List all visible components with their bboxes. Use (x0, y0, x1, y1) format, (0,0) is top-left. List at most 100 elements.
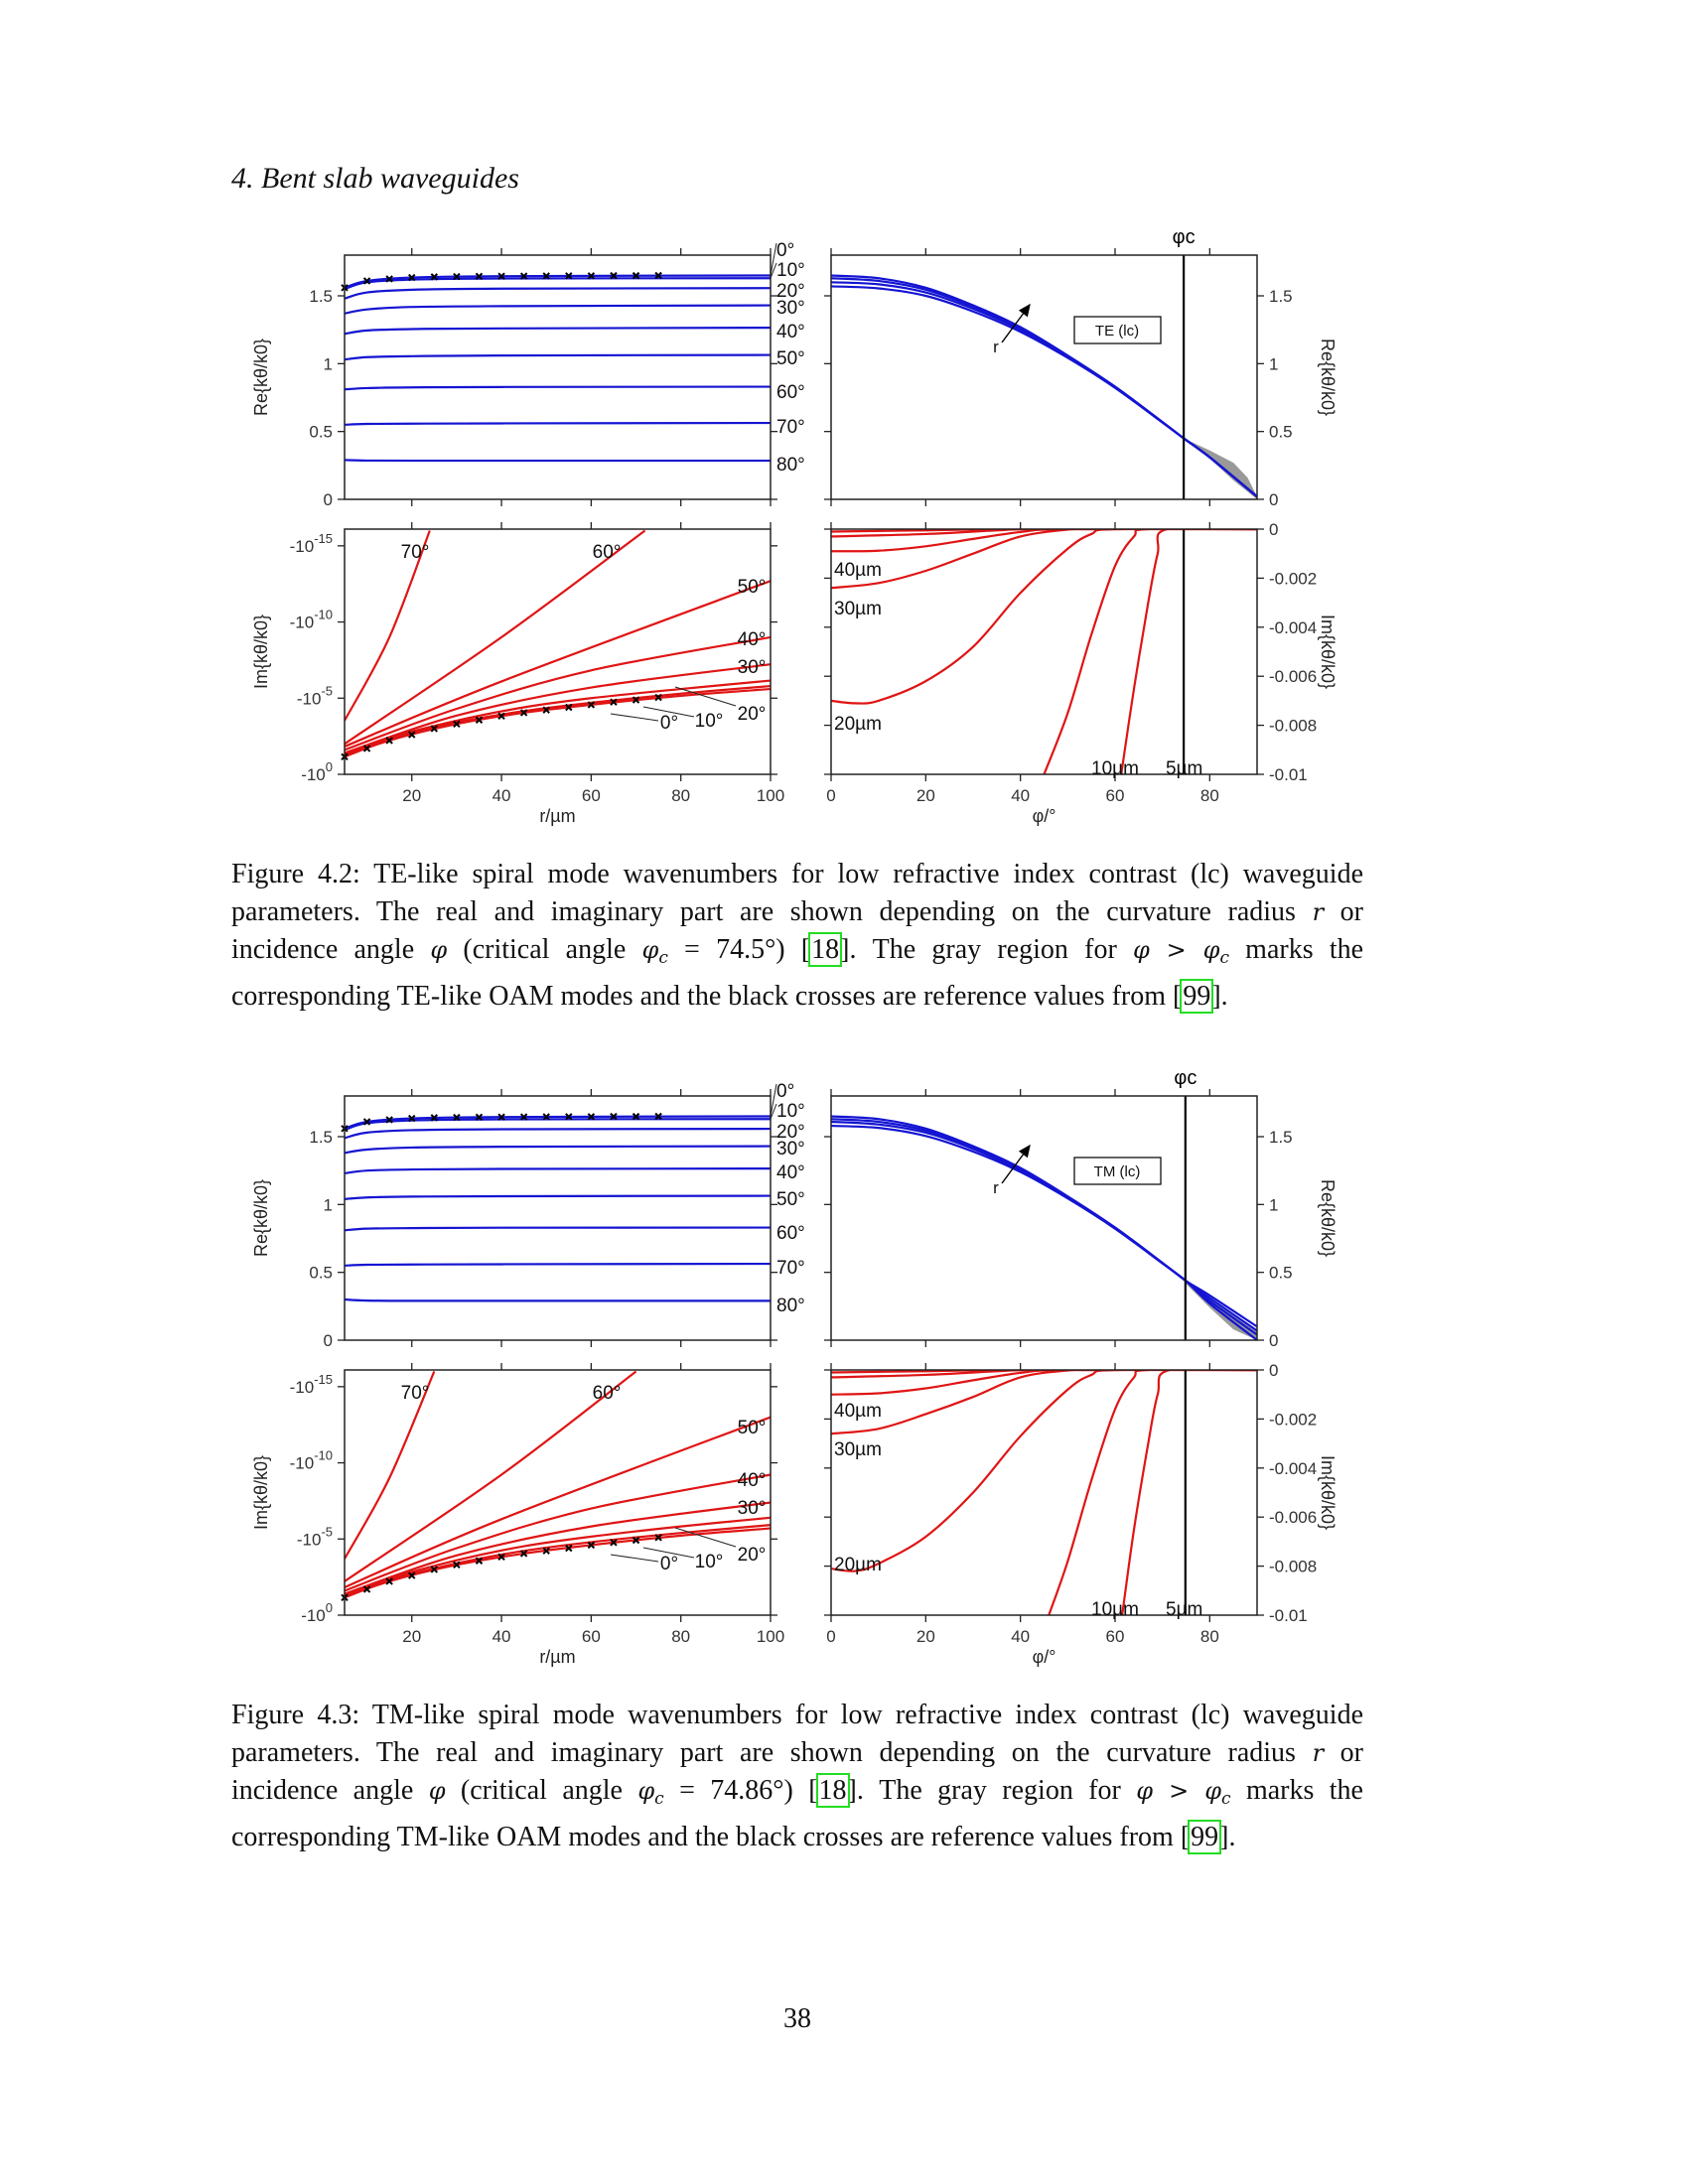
reference-cross-marker (587, 701, 596, 709)
series-line (345, 1145, 771, 1155)
caption-text: Figure 4.2: TE-like spiral mode wavenumb… (231, 859, 1363, 889)
y-tick-label: 0.5 (309, 423, 333, 442)
series-label: 80° (776, 455, 805, 476)
reference-cross-marker (654, 1534, 662, 1542)
y-tick-label: 1 (324, 354, 333, 373)
y-tick-label: -0.002 (1269, 569, 1317, 588)
series-label: 5µm (1166, 1599, 1202, 1620)
tick-exponent: 0 (326, 1600, 333, 1615)
series-label: 40° (776, 1162, 805, 1183)
label-leader-line (674, 686, 737, 707)
caption-text: marks the (1228, 934, 1364, 965)
y-tick-label: -0.008 (1269, 1558, 1317, 1576)
axes-frame (830, 254, 1258, 500)
series-line (345, 421, 771, 426)
citation-link[interactable]: 18 (815, 1773, 850, 1808)
tick-exponent: 0 (326, 759, 333, 774)
y-tick-label: -0.008 (1269, 717, 1317, 736)
y-tick-label: 1.5 (309, 1128, 333, 1147)
series-line (345, 580, 771, 749)
y-tick-label: -10-15 (290, 531, 333, 556)
x-tick-label: 0 (826, 786, 835, 805)
series-label: 60° (593, 1383, 622, 1404)
citation-link[interactable]: 18 (808, 932, 843, 967)
reference-cross-marker (542, 1113, 550, 1121)
chart-panel-real-vs-radius: 0 0.5 1 1.5 Re{kθ/k0} 0°10°20°30°40° 50° 60° 70°… (251, 1081, 805, 1350)
x-tick-label: 40 (492, 1627, 511, 1646)
y-tick-label: -100 (301, 759, 333, 784)
x-tick-label: 80 (1200, 1627, 1219, 1646)
series-line (345, 663, 771, 754)
y-tick-label: 0 (324, 490, 333, 509)
y-axis-label: Re{kθ/k0} (251, 1179, 271, 1257)
reference-cross-marker (385, 737, 393, 745)
series-line (345, 1167, 771, 1174)
series-line (345, 274, 771, 289)
tick-base: -10 (290, 614, 315, 632)
x-tick-label: 80 (671, 786, 690, 805)
reference-cross-marker (565, 1544, 573, 1553)
citation-link[interactable]: 99 (1188, 1819, 1222, 1854)
series-line (831, 1370, 1257, 1396)
reference-cross-marker (362, 745, 371, 752)
caption-line: corresponding TM-like OAM modes and the … (231, 1819, 1363, 1856)
y-tick-label: 0 (1269, 490, 1278, 509)
radius-arrow (1001, 1144, 1031, 1184)
mode-legend-box (1073, 1157, 1162, 1185)
series-line (345, 529, 646, 746)
reference-cross-marker (565, 1113, 573, 1121)
reference-cross-marker (385, 1116, 393, 1124)
label-leader-line (770, 242, 777, 276)
tick-base: -10 (297, 689, 322, 708)
x-tick-label: 40 (492, 786, 511, 805)
plot-area (831, 1370, 1257, 1615)
caption-text: (critical angle (445, 1775, 638, 1806)
series-line (831, 529, 1257, 590)
label-leader-line (674, 1527, 737, 1548)
y-axis-label: Re{kθ/k0} (251, 339, 271, 416)
label-leader-line (610, 713, 659, 722)
caption-text: ]. The gray region for (840, 934, 1134, 965)
y-tick-label: -0.004 (1269, 1459, 1317, 1478)
reference-cross-marker (610, 1539, 618, 1547)
x-tick-label: 20 (402, 1627, 421, 1646)
series-line (831, 1124, 1257, 1340)
series-line (345, 1127, 771, 1140)
y-axis-label: Im{kθ/k0} (251, 1455, 271, 1530)
series-line (831, 1370, 1257, 1379)
reference-cross-marker (453, 1113, 461, 1122)
tick-exponent: -15 (314, 1372, 333, 1387)
reference-cross-marker (385, 275, 393, 283)
series-line (831, 1370, 1257, 1435)
series-label: 80° (776, 1296, 805, 1316)
series-label: 20µm (834, 1555, 882, 1575)
y-tick-label: 0.5 (1269, 423, 1293, 442)
series-line (345, 287, 771, 300)
caption-text: or (1324, 895, 1363, 927)
chart-panel-real-vs-angle: φc 0 0.5 1 1.5 Re{kθ/k0} TM (lc) r (824, 1067, 1337, 1350)
plot-area (831, 274, 1257, 499)
series-label: 30° (738, 657, 767, 678)
reference-cross-marker (497, 1113, 505, 1121)
caption-text: incidence angle (231, 934, 431, 965)
citation-link[interactable]: 99 (1180, 978, 1214, 1014)
x-tick-label: 60 (582, 1627, 601, 1646)
y-tick-label: 0.5 (1269, 1264, 1293, 1283)
x-tick-label: 40 (1011, 786, 1030, 805)
caption-line: corresponding TE-like OAM modes and the … (231, 978, 1363, 1016)
x-tick-label: 60 (582, 786, 601, 805)
y-axis-label: Re{kθ/k0} (1318, 339, 1337, 416)
reference-cross-marker (610, 271, 618, 280)
chart-panel-imag-vs-angle: 0 20 40 60 80 0 -0.002 -0.004 -0.006 -0.008 -0.01 I… (824, 1361, 1337, 1667)
chart-panel-real-vs-angle: φc 0 0.5 1 1.5 Re{kθ/k0} TE (lc) r (824, 226, 1337, 509)
label-leader-line (642, 706, 695, 718)
series-label: 40µm (834, 560, 882, 581)
reference-cross-marker (610, 1112, 618, 1121)
tick-base: -10 (301, 765, 326, 784)
x-tick-label: 60 (1106, 1627, 1125, 1646)
axes-frame (830, 528, 1258, 775)
reference-cross-marker (519, 709, 528, 717)
caption-line: incidence angle φ (critical angle φc = 7… (231, 931, 1363, 978)
series-line (345, 1370, 637, 1582)
axes-frame (344, 1095, 772, 1341)
